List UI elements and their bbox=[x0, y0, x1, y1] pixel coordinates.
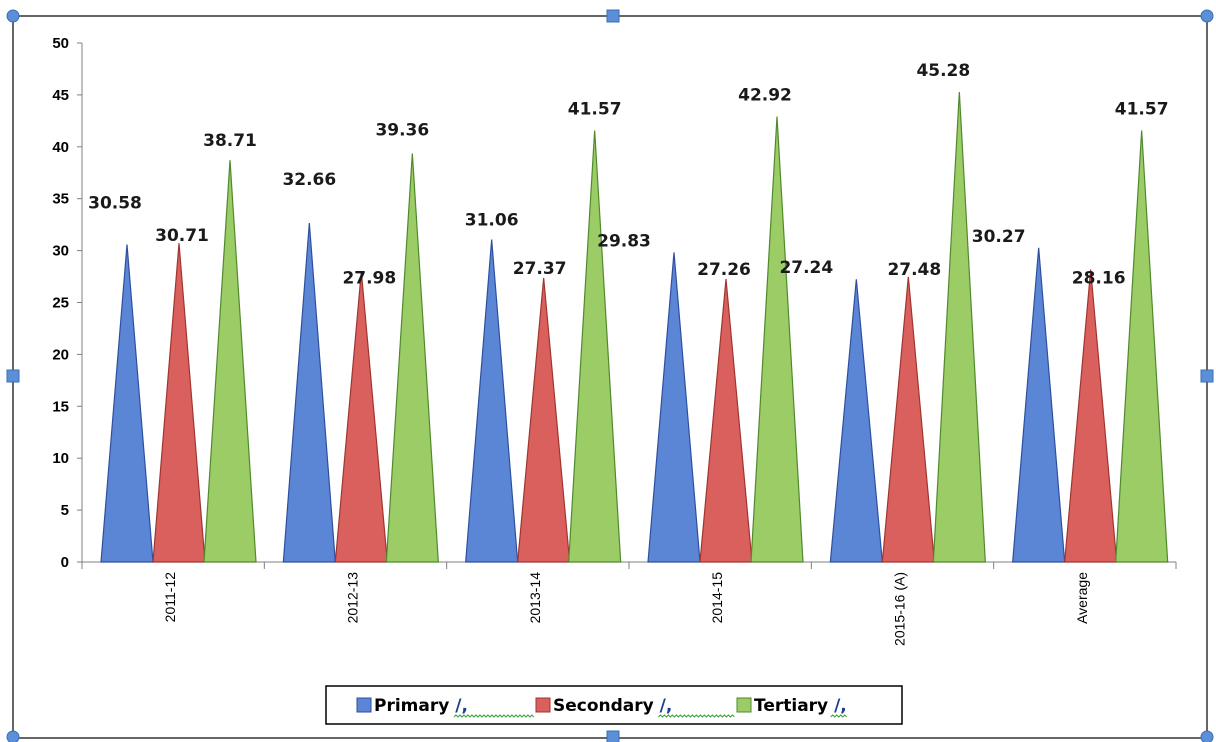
legend-box bbox=[325, 685, 903, 725]
axes: 0 5 10 15 20 25 30 35 40 45 50 2011-12 2012-13 2013-1… bbox=[52, 35, 1177, 646]
bar-secondary bbox=[881, 276, 935, 563]
data-label-primary: 27.24 bbox=[779, 258, 833, 278]
bar-tertiary bbox=[568, 130, 622, 563]
spellcheck-squiggle bbox=[657, 714, 735, 718]
x-category-label: 2012-13 bbox=[345, 572, 361, 624]
data-label-primary: 31.06 bbox=[465, 211, 519, 231]
bar-tertiary bbox=[932, 91, 986, 563]
bar-primary bbox=[465, 239, 519, 563]
bar-marks bbox=[100, 91, 1169, 563]
data-labels: 30.58 32.66 31.06 29.83 27.24 30.27 30.71 27.98… bbox=[88, 61, 1168, 289]
data-label-primary: 32.66 bbox=[282, 170, 336, 190]
bar-secondary bbox=[1064, 269, 1118, 563]
x-category-label: 2015-16 (A) bbox=[892, 572, 908, 646]
data-label-primary: 30.58 bbox=[88, 194, 142, 214]
y-tick-label: 30 bbox=[52, 243, 69, 260]
y-tick-label: 35 bbox=[52, 191, 69, 208]
bar-tertiary bbox=[750, 116, 804, 563]
spellcheck-squiggle bbox=[453, 714, 535, 718]
resize-handle-side[interactable] bbox=[6, 369, 20, 383]
y-tick-label: 25 bbox=[52, 295, 69, 312]
data-label-secondary: 27.98 bbox=[342, 269, 396, 289]
legend-suffix: /, bbox=[455, 696, 468, 716]
resize-handle-corner[interactable] bbox=[1200, 730, 1214, 742]
data-label-tertiary: 39.36 bbox=[375, 120, 429, 140]
data-label-secondary: 27.26 bbox=[697, 260, 751, 280]
bar-secondary bbox=[699, 278, 753, 563]
resize-handle-side[interactable] bbox=[606, 9, 620, 23]
bar-primary bbox=[100, 244, 154, 563]
x-category-label: 2014-15 bbox=[709, 572, 725, 624]
bar-primary bbox=[647, 252, 701, 563]
legend-label-primary: Primary /, bbox=[374, 696, 468, 716]
x-category-label: 2013-14 bbox=[527, 572, 543, 624]
bar-primary bbox=[829, 279, 883, 563]
resize-handle-corner[interactable] bbox=[6, 9, 20, 23]
x-category-label: 2011-12 bbox=[162, 572, 178, 623]
data-label-primary: 30.27 bbox=[972, 227, 1026, 247]
y-tick-label: 50 bbox=[52, 35, 69, 52]
data-label-tertiary: 42.92 bbox=[738, 85, 792, 105]
legend-swatch-primary bbox=[356, 697, 372, 713]
data-label-secondary: 27.37 bbox=[513, 259, 567, 279]
legend-suffix: /, bbox=[834, 696, 847, 716]
y-tick-label: 5 bbox=[61, 502, 69, 519]
resize-handle-side[interactable] bbox=[606, 730, 620, 742]
resize-handle-corner[interactable] bbox=[6, 730, 20, 742]
data-label-primary: 29.83 bbox=[597, 231, 651, 251]
legend-suffix: /, bbox=[660, 696, 673, 716]
y-tick-label: 10 bbox=[52, 450, 69, 467]
data-label-tertiary: 45.28 bbox=[916, 61, 970, 81]
legend: Primary /, Secondary /, Tertiary /, bbox=[325, 685, 903, 725]
y-tick-label: 20 bbox=[52, 346, 69, 363]
data-label-tertiary: 41.57 bbox=[568, 100, 622, 120]
data-label-secondary: 28.16 bbox=[1072, 269, 1126, 289]
bar-tertiary bbox=[385, 153, 439, 563]
x-category-label: Average bbox=[1074, 572, 1090, 624]
legend-label-secondary: Secondary /, bbox=[553, 696, 672, 716]
legend-label-tertiary: Tertiary /, bbox=[754, 696, 847, 716]
data-label-tertiary: 41.57 bbox=[1115, 100, 1169, 120]
bar-secondary bbox=[334, 271, 388, 563]
data-label-tertiary: 38.71 bbox=[203, 131, 257, 151]
legend-swatch-tertiary bbox=[736, 697, 752, 713]
data-label-secondary: 27.48 bbox=[887, 260, 941, 280]
bar-primary bbox=[1012, 247, 1066, 563]
resize-handle-corner[interactable] bbox=[1200, 9, 1214, 23]
y-tick-label: 40 bbox=[52, 139, 69, 156]
bar-tertiary bbox=[203, 160, 257, 563]
resize-handle-side[interactable] bbox=[1200, 369, 1214, 383]
selection-frame bbox=[6, 9, 1214, 742]
bar-secondary bbox=[152, 243, 206, 563]
bar-primary bbox=[282, 222, 336, 563]
y-tick-label: 0 bbox=[61, 554, 69, 571]
bar-tertiary bbox=[1115, 130, 1169, 563]
bar-secondary bbox=[517, 277, 571, 563]
y-tick-label: 45 bbox=[52, 87, 69, 104]
legend-swatch-secondary bbox=[535, 697, 551, 713]
data-label-secondary: 30.71 bbox=[155, 226, 209, 246]
spellcheck-squiggle bbox=[830, 714, 848, 718]
y-tick-label: 15 bbox=[52, 398, 69, 415]
